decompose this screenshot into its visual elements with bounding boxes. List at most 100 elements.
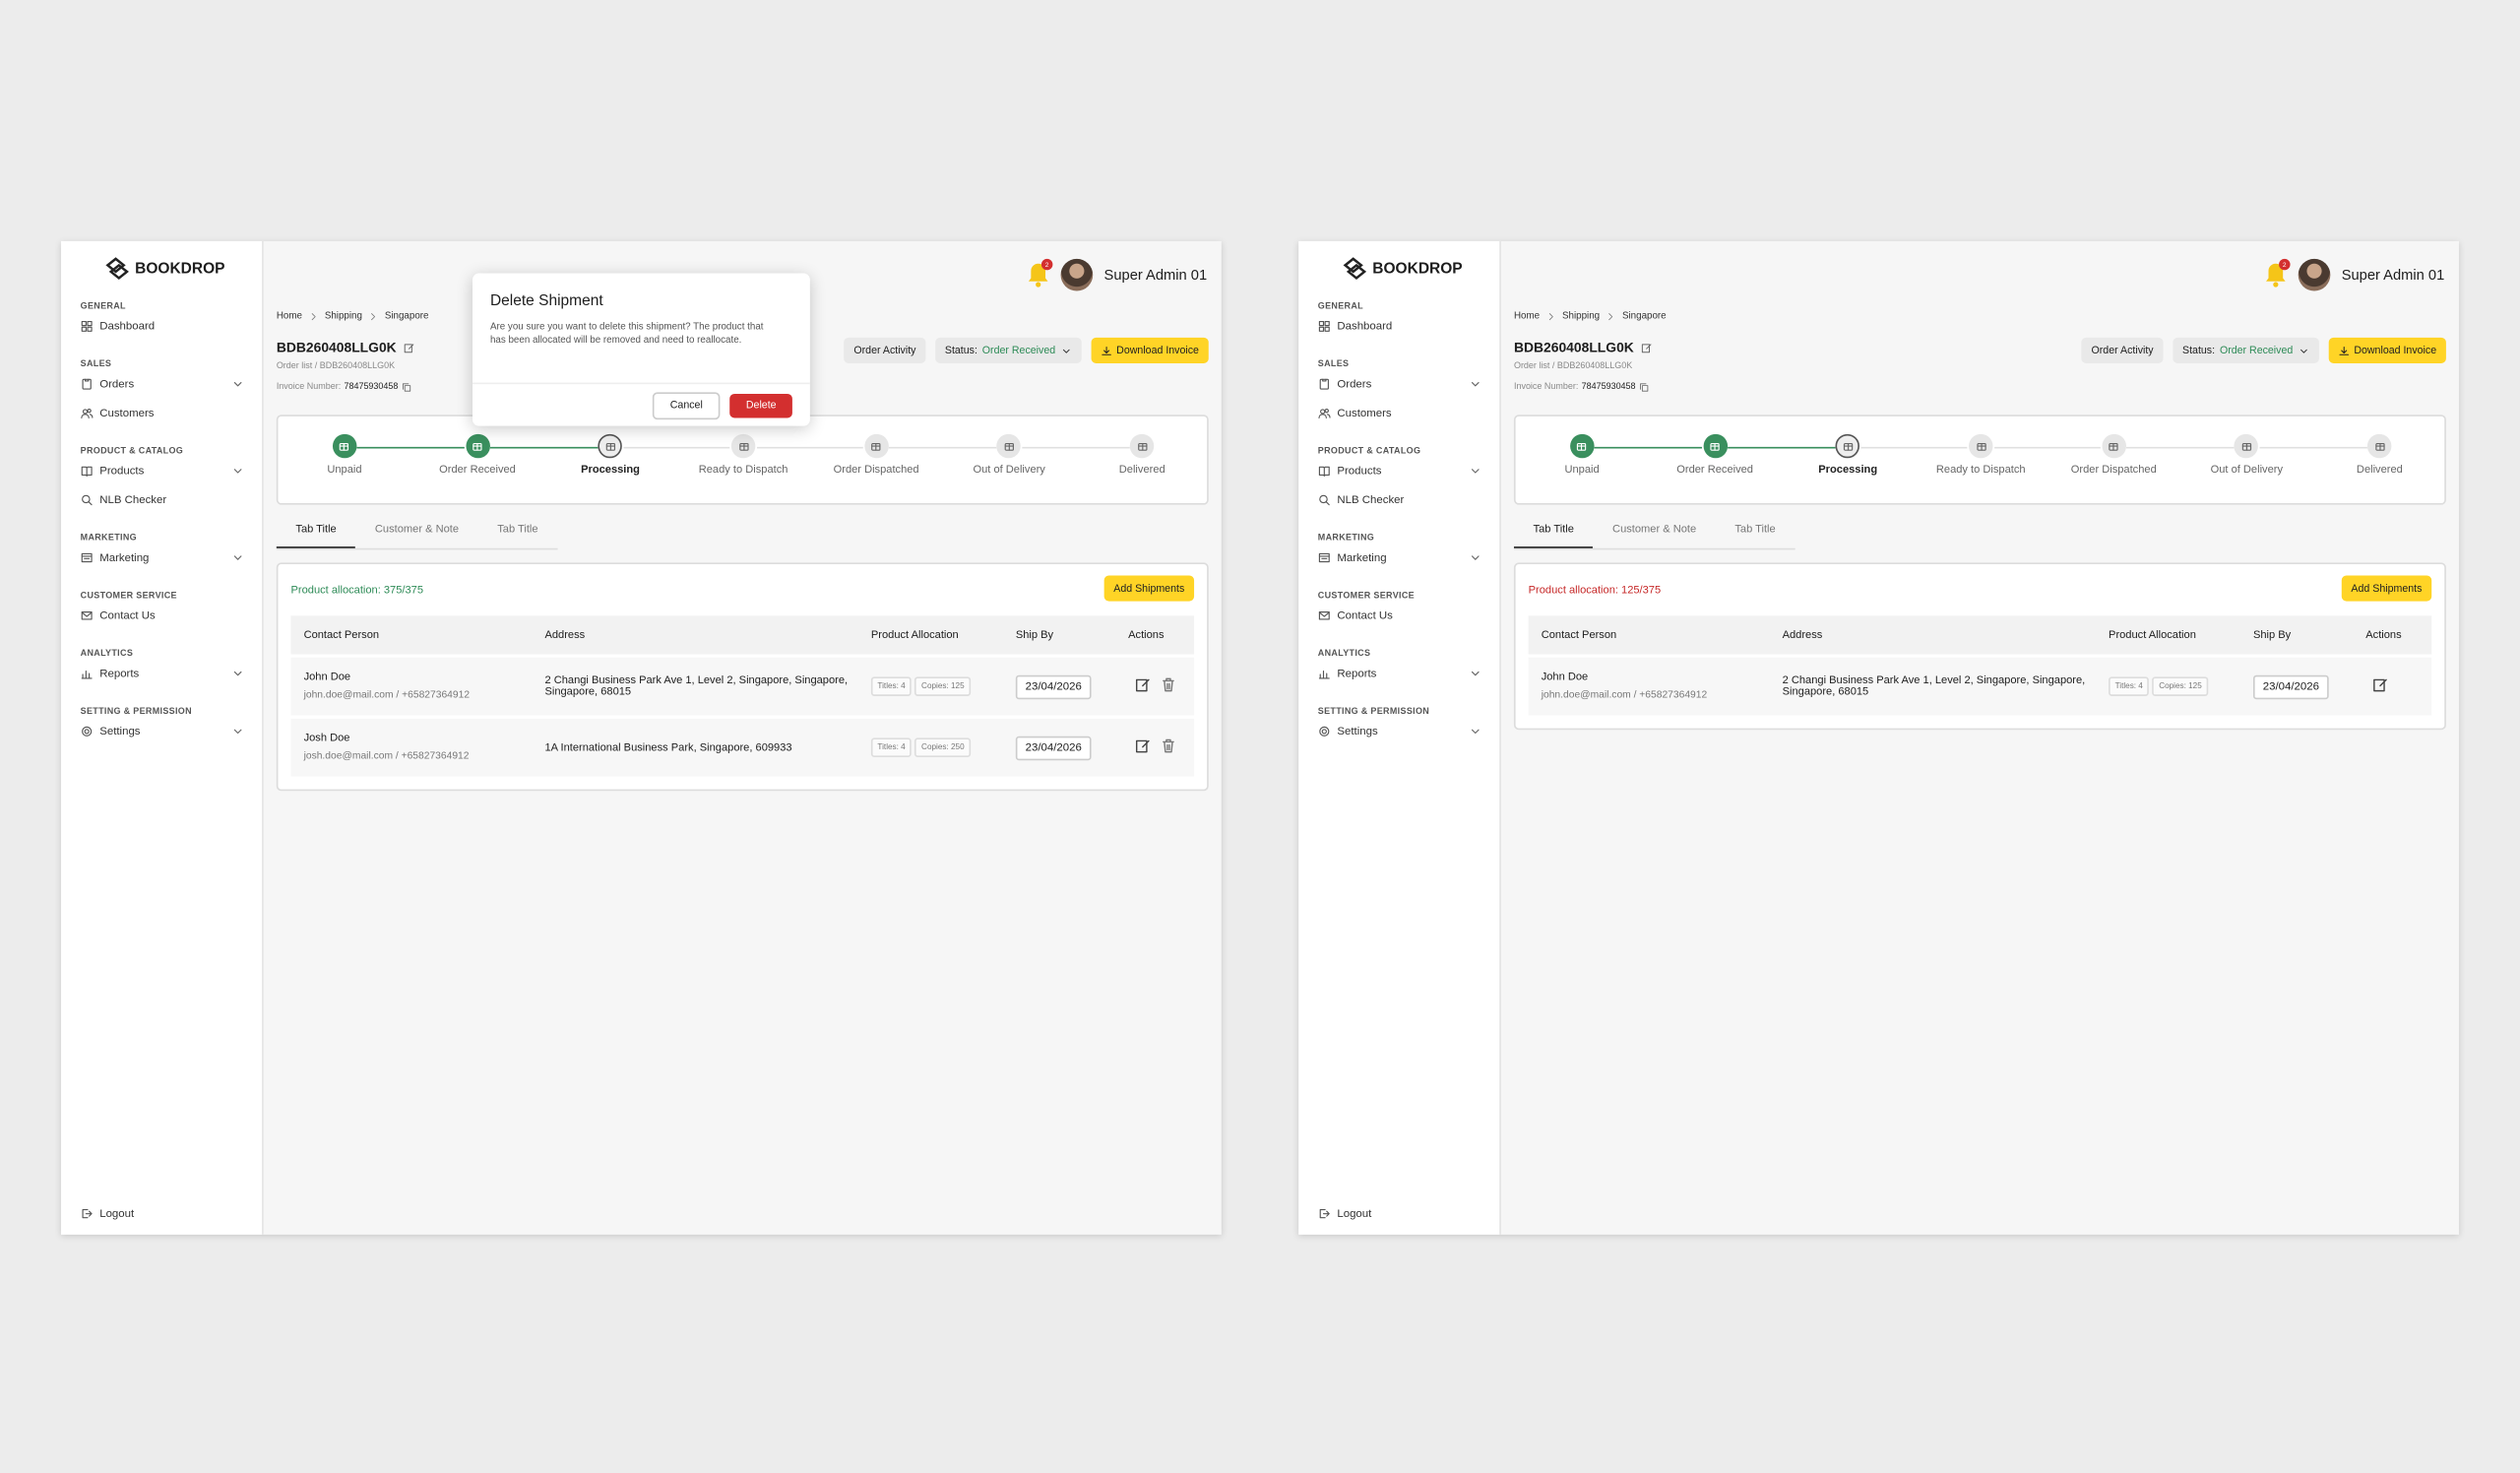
invoice: Invoice Number: 78475930458 (277, 383, 411, 392)
nav-label: Reports (99, 668, 140, 679)
tab[interactable]: Tab Title (1734, 524, 1776, 536)
column-header: Actions (1128, 629, 1165, 641)
breadcrumb-item[interactable]: Home (1513, 311, 1541, 322)
step-icon (2367, 433, 2392, 459)
progress-step: Order Received (413, 433, 542, 476)
step-icon (2235, 433, 2259, 459)
nav-item[interactable]: Contact Us (81, 602, 245, 630)
step-icon (1702, 433, 1728, 459)
delete-button[interactable]: Delete (729, 393, 792, 417)
breadcrumb-item[interactable]: Singapore (1621, 311, 1667, 322)
nav-item[interactable]: Reports (1318, 659, 1482, 687)
download-label: Download Invoice (1116, 345, 1199, 356)
add-shipments-button[interactable]: Add Shipments (1103, 575, 1195, 602)
step-icon (2102, 433, 2126, 459)
step-connector (756, 446, 864, 448)
delete-button[interactable] (1161, 737, 1176, 757)
order-activity-button[interactable]: Order Activity (844, 337, 926, 363)
breadcrumb-item[interactable]: Shipping (1561, 311, 1601, 322)
breadcrumb-item[interactable]: Singapore (384, 311, 429, 322)
nav-item[interactable]: Products (1318, 457, 1482, 485)
dialog-footer: Cancel Delete (472, 382, 810, 426)
nav-item[interactable]: Marketing (1318, 544, 1482, 572)
ship-by-date[interactable]: 23/04/2026 (2252, 673, 2329, 699)
delete-button[interactable] (1161, 676, 1176, 696)
edit-button[interactable] (2372, 676, 2388, 696)
tab[interactable]: Customer & Note (374, 524, 460, 536)
cancel-button[interactable]: Cancel (652, 391, 721, 419)
status-dropdown[interactable]: Status: Order Received (935, 337, 1082, 363)
brand-name: BOOKDROP (1372, 259, 1463, 278)
nav-item[interactable]: Settings (1318, 717, 1482, 745)
step-connector (2259, 446, 2367, 448)
step-label: Order Dispatched (833, 464, 919, 477)
column-header: Address (1782, 629, 1823, 641)
nav-item[interactable]: Products (81, 457, 245, 485)
nav-item[interactable]: Customers (1318, 399, 1482, 427)
nav-label: Orders (99, 378, 135, 390)
address-cell: 2 Changi Business Park Ave 1, Level 2, S… (1782, 674, 2086, 698)
dialog-title: Delete Shipment (489, 292, 603, 311)
nav-item[interactable]: Dashboard (81, 312, 245, 341)
nav-item[interactable]: Marketing (81, 544, 245, 572)
allocation-cell: Titles: 4 Copies: 250 (870, 737, 1016, 757)
step-connector (1993, 446, 2102, 448)
nav-item[interactable]: Reports (81, 659, 245, 687)
add-shipments-button[interactable]: Add Shipments (2341, 575, 2432, 602)
user-avatar[interactable] (1060, 258, 1094, 291)
contact-name: John Doe (303, 672, 351, 683)
nav-item[interactable]: NLB Checker (81, 485, 245, 514)
tab[interactable]: Tab Title (497, 524, 538, 536)
ship-by-date[interactable]: 23/04/2026 (1015, 735, 1092, 760)
order-activity-button[interactable]: Order Activity (2081, 337, 2164, 363)
delete-dialog: Delete Shipment Are you sure you want to … (472, 273, 810, 426)
progress-step: Processing (546, 433, 675, 476)
logout-button[interactable]: Logout (1318, 1207, 1371, 1220)
tab[interactable]: Customer & Note (1612, 524, 1697, 536)
step-label: Ready to Dispatch (1935, 464, 2026, 477)
notification-badge: 2 (2279, 258, 2291, 271)
download-invoice-button[interactable]: Download Invoice (1091, 337, 1209, 363)
edit-button[interactable] (1135, 737, 1151, 757)
nav-item[interactable]: Customers (81, 399, 245, 427)
status-dropdown[interactable]: Status: Order Received (2173, 337, 2319, 363)
ship-by-date[interactable]: 23/04/2026 (1015, 673, 1092, 699)
notification-bell[interactable]: 2 (2264, 258, 2291, 288)
nav-label: Marketing (99, 551, 150, 564)
contact-name: Josh Doe (303, 733, 350, 744)
notification-bell[interactable]: 2 (1027, 258, 1053, 288)
ship-by-cell: 23/04/2026 (1015, 673, 1128, 699)
nav-item[interactable]: NLB Checker (1318, 485, 1482, 514)
allocation-cell: Titles: 4 Copies: 125 (870, 676, 1016, 696)
breadcrumb-item[interactable]: Home (276, 311, 302, 322)
step-icon (730, 433, 756, 459)
logout-button[interactable]: Logout (81, 1207, 134, 1220)
nav-label: Orders (1337, 378, 1372, 390)
nav-item[interactable]: Contact Us (1318, 602, 1482, 630)
column-header: Product Allocation (2109, 629, 2196, 641)
column-header: Product Allocation (870, 629, 959, 641)
nav-item[interactable]: Orders (1318, 370, 1482, 399)
step-connector (490, 446, 598, 448)
breadcrumb-item[interactable]: Shipping (324, 311, 362, 322)
nav-section-title: GENERAL (80, 301, 126, 312)
contact-details: john.doe@mail.com / +65827364912 (1541, 689, 1708, 701)
tab[interactable]: Tab Title (276, 518, 356, 548)
tab[interactable]: Tab Title (1513, 518, 1594, 548)
progress-step: Order Received (1651, 433, 1780, 476)
status-label: Status: (944, 345, 977, 356)
nav-item[interactable]: Dashboard (1318, 312, 1482, 341)
contact-cell: John Doe john.doe@mail.com / +65827364912 (1529, 672, 1783, 700)
download-invoice-button[interactable]: Download Invoice (2328, 337, 2446, 363)
nav-item[interactable]: Settings (81, 717, 245, 745)
main-content: 2 Super Admin 01 Home Shipping Singapore BDB2… (264, 241, 1222, 1235)
step-connector (1728, 446, 1836, 448)
nav-label: Products (1337, 465, 1382, 478)
user-avatar[interactable] (2298, 258, 2331, 291)
edit-button[interactable] (1135, 676, 1151, 696)
column-header: Ship By (1015, 629, 1054, 641)
order-path: Order list / BDB260408LLG0K (1513, 361, 1633, 372)
titles-chip: Titles: 4 (2109, 676, 2150, 696)
nav-item[interactable]: Orders (81, 370, 245, 399)
app-screen: BOOKDROP GENERAL Dashboard SALES Orders Custo… (1298, 240, 2459, 1235)
